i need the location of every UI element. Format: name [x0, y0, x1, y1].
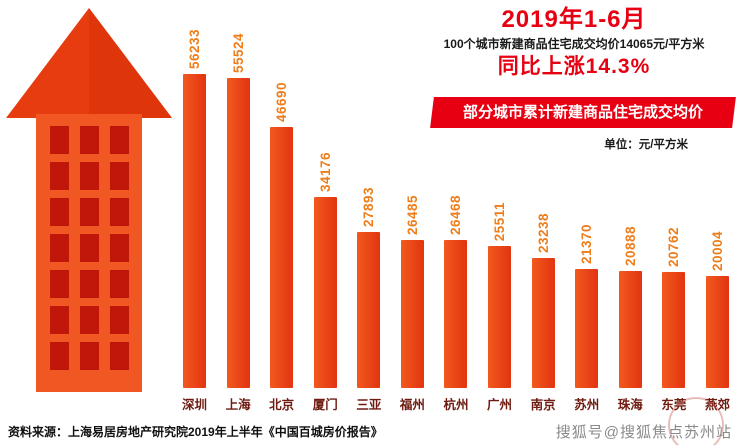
- bar-value-label: 27893: [361, 186, 377, 227]
- bar: [575, 269, 599, 388]
- bar-value-label: 34176: [317, 151, 333, 192]
- building-windows: [50, 126, 129, 370]
- bar: [313, 197, 337, 388]
- bar-column: 46690 北京: [269, 81, 295, 412]
- chart-title-banner: 部分城市累计新建商品住宅成交均价: [430, 97, 736, 128]
- bar-value-label: 56233: [187, 28, 202, 69]
- bar-value-label: 20004: [709, 230, 725, 271]
- building-arrow-illustration: [6, 8, 172, 392]
- city-label: 广州: [487, 398, 513, 412]
- bar-column: 34176 厦门: [312, 151, 338, 412]
- bar: [662, 272, 686, 388]
- city-label: 深圳: [182, 398, 208, 412]
- bar: [618, 271, 642, 388]
- bar: [444, 240, 468, 388]
- bar-value-label: 20762: [666, 226, 682, 267]
- city-label: 杭州: [443, 398, 469, 412]
- data-source-text: 资料来源：上海易居房地产研究院2019年上半年《中国百城房价报告》: [8, 425, 383, 439]
- bar-column: 25511 广州: [487, 201, 513, 412]
- city-label: 南京: [530, 398, 556, 412]
- arrow-head-shade: [89, 8, 172, 118]
- bar: [357, 232, 381, 388]
- bar-column: 26468 杭州: [443, 194, 469, 412]
- bar-value-label: 20888: [622, 225, 638, 266]
- bar-column: 26485 福州: [399, 194, 425, 412]
- city-label: 苏州: [574, 398, 600, 412]
- city-label: 上海: [225, 398, 251, 412]
- bar-value-label: 55524: [230, 32, 246, 73]
- unit-label: 单位：元/平方米: [604, 139, 688, 151]
- city-label: 北京: [269, 398, 295, 412]
- page-title: 2019年1-6月: [501, 6, 647, 33]
- bar: [488, 246, 512, 388]
- city-label: 三亚: [356, 398, 382, 412]
- bar-column: 20762 东莞: [661, 226, 686, 412]
- header-subtitle: 100个城市新建商品住宅成交均价14065元/平方米: [443, 37, 705, 51]
- bar-column: 20004 燕郊: [705, 230, 730, 412]
- watermark-text: 搜狐号@搜狐焦点苏州站: [555, 424, 732, 441]
- bar-value-label: 26485: [404, 194, 420, 235]
- bar-column: 55524 上海: [225, 32, 251, 412]
- bar-column: 56233 深圳: [182, 28, 208, 412]
- bar-value-label: 26468: [448, 194, 464, 235]
- bar: [226, 78, 250, 388]
- bar-column: 23238 南京: [530, 212, 556, 412]
- header: 2019年1-6月 100个城市新建商品住宅成交均价14065元/平方米 同比上…: [414, 6, 734, 80]
- bar-column: 20888 珠海: [617, 225, 643, 412]
- bar-value-label: 25511: [492, 201, 508, 241]
- bar: [531, 258, 555, 388]
- bar: [270, 127, 294, 388]
- growth-rate-text: 同比上涨14.3%: [497, 55, 651, 78]
- bar: [400, 240, 424, 388]
- city-label: 珠海: [617, 398, 643, 412]
- bar: [705, 276, 729, 388]
- bar-column: 27893 三亚: [356, 186, 382, 412]
- bar-chart: 56233 深圳 55524 上海 46690 北京 34176 厦门 27893 三亚 26485…: [168, 4, 738, 412]
- city-label: 厦门: [312, 398, 338, 412]
- bar-value-label: 23238: [535, 212, 551, 253]
- bar-column: 21370 苏州: [574, 223, 600, 412]
- bar-value-label: 46690: [274, 81, 290, 122]
- chart-title: 部分城市累计新建商品住宅成交均价: [462, 104, 703, 121]
- watermark-stamp-circle: [668, 397, 724, 445]
- bar-value-label: 21370: [579, 223, 595, 264]
- city-label: 福州: [399, 398, 425, 412]
- bar: [183, 74, 206, 388]
